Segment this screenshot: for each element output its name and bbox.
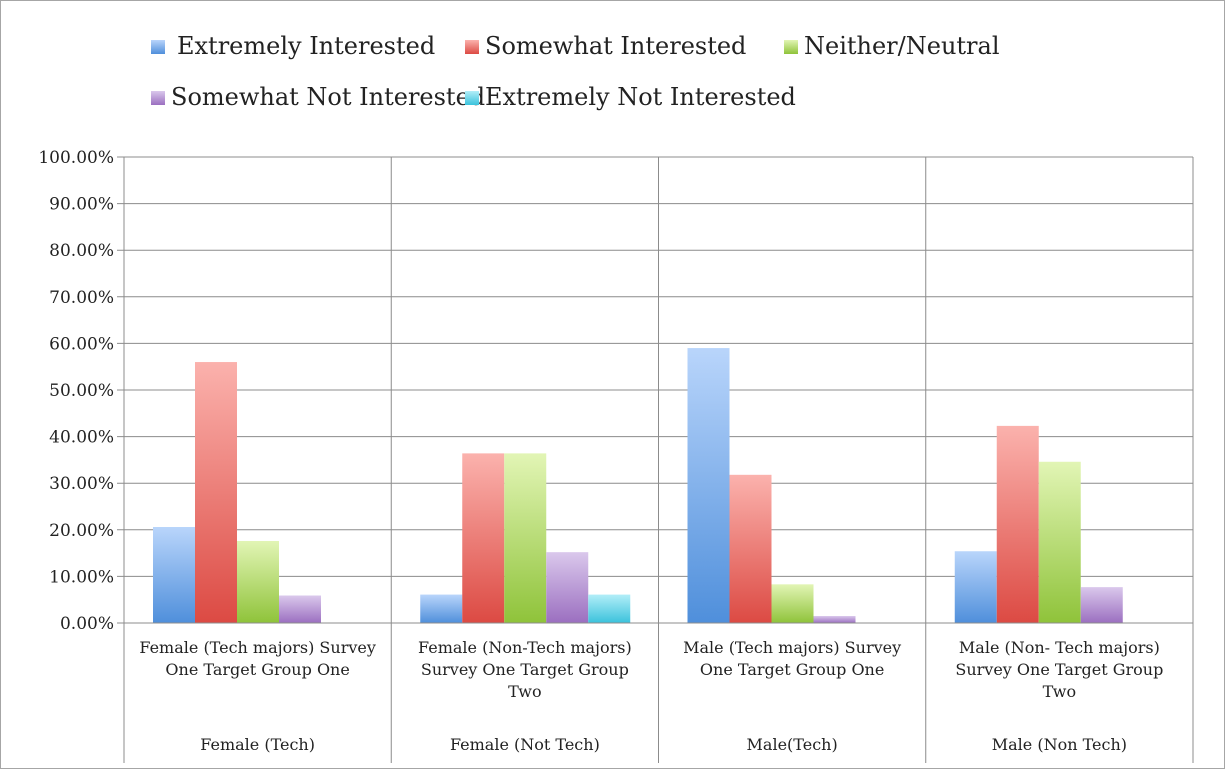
bar <box>813 616 856 623</box>
bar <box>195 362 237 623</box>
bar <box>462 453 505 623</box>
y-tick-label: 40.00% <box>49 428 114 448</box>
group-label: Female (Not Tech) <box>450 735 600 754</box>
group-label: Male (Non Tech) <box>992 735 1127 754</box>
category-label: Survey One Target Group <box>955 660 1163 679</box>
bar <box>954 551 997 623</box>
bar <box>1080 587 1123 623</box>
bar <box>237 540 279 623</box>
y-tick-label: 0.00% <box>60 614 114 634</box>
category-label: Male (Non- Tech majors) <box>959 638 1160 657</box>
bar <box>771 584 814 623</box>
y-tick-label: 30.00% <box>49 474 114 494</box>
bar <box>996 425 1039 623</box>
y-tick-label: 100.00% <box>38 148 114 168</box>
category-label: Two <box>1043 682 1076 701</box>
bar <box>420 594 463 623</box>
gridlines <box>117 156 1193 624</box>
bar <box>729 474 772 623</box>
y-tick-label: 60.00% <box>49 334 114 354</box>
y-tick-label: 90.00% <box>49 195 114 215</box>
bar <box>279 595 321 623</box>
bars <box>153 348 1123 623</box>
bar <box>588 594 631 623</box>
legend-swatch <box>151 40 165 54</box>
y-tick-label: 10.00% <box>49 567 114 587</box>
group-label: Male(Tech) <box>747 735 838 754</box>
category-label: One Target Group One <box>165 660 349 679</box>
category-label: One Target Group One <box>700 660 884 679</box>
legend-swatch <box>784 40 798 54</box>
legend: Extremely Interested Somewhat Interested N… <box>151 32 1000 111</box>
category-label: Two <box>508 682 541 701</box>
legend-label: Extremely Interested <box>177 32 435 60</box>
bar <box>504 453 547 623</box>
legend-label: Somewhat Not Interested <box>171 83 485 111</box>
bar <box>546 552 589 623</box>
x-axis: Female (Tech majors) Survey One Target Gr… <box>123 157 1194 763</box>
legend-swatch <box>465 40 479 54</box>
category-label: Survey One Target Group <box>421 660 629 679</box>
legend-label: Somewhat Interested <box>485 32 746 60</box>
y-tick-label: 80.00% <box>49 241 114 261</box>
category-label: Female (Tech majors) Survey <box>139 638 376 657</box>
y-axis-ticks: 0.00% 10.00% 20.00% 30.00% 40.00% 50.00% 60.00… <box>38 148 114 634</box>
y-tick-label: 50.00% <box>49 381 114 401</box>
legend-label: Neither/Neutral <box>804 32 1000 60</box>
bar <box>153 527 195 623</box>
y-tick-label: 20.00% <box>49 521 114 541</box>
legend-swatch <box>465 91 479 105</box>
bar <box>1038 461 1081 623</box>
y-tick-label: 70.00% <box>49 288 114 308</box>
legend-swatch <box>151 91 165 105</box>
bar <box>687 348 730 623</box>
group-label: Female (Tech) <box>200 735 315 754</box>
category-label: Male (Tech majors) Survey <box>683 638 901 657</box>
legend-label: Extremely Not Interested <box>485 83 796 111</box>
category-label: Female (Non-Tech majors) <box>418 638 632 657</box>
